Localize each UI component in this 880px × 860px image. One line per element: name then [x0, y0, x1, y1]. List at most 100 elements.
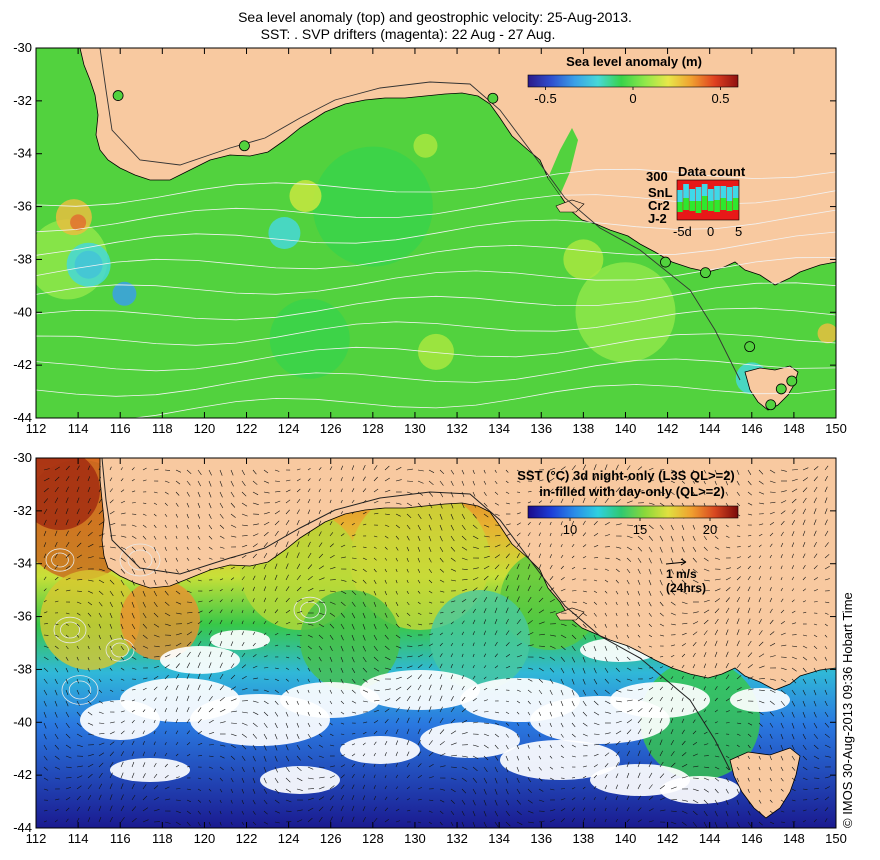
- velocity-vector: [417, 717, 421, 724]
- velocity-vector: [406, 623, 412, 627]
- velocity-vector: [538, 799, 545, 802]
- velocity-vector: [802, 600, 807, 603]
- velocity-vector: [87, 722, 94, 726]
- velocity-vector: [65, 508, 69, 515]
- velocity-vector: [758, 491, 765, 495]
- velocity-vector: [120, 557, 126, 562]
- velocity-vector: [153, 535, 157, 540]
- velocity-vector: [252, 642, 256, 647]
- velocity-vector: [395, 676, 402, 680]
- velocity-vector: [736, 810, 740, 817]
- velocity-vector: [263, 480, 270, 484]
- velocity-vector: [131, 656, 137, 660]
- x-tick-label: 144: [699, 421, 721, 436]
- velocity-vector: [197, 491, 201, 498]
- x-tick-label: 116: [110, 831, 131, 846]
- velocity-vector: [692, 753, 698, 757]
- velocity-vector: [186, 557, 190, 561]
- velocity-vector: [142, 720, 145, 724]
- y-tick-label: -38: [13, 251, 32, 266]
- velocity-vector: [571, 667, 575, 674]
- velocity-vector: [769, 655, 776, 658]
- velocity-vector: [769, 643, 776, 647]
- velocity-vector: [439, 642, 443, 647]
- velocity-vector: [670, 729, 674, 735]
- velocity-vector: [296, 700, 299, 705]
- velocity-vector: [538, 597, 544, 603]
- velocity-vector: [714, 578, 721, 581]
- velocity-vector: [769, 711, 775, 717]
- velocity-vector: [109, 761, 114, 768]
- velocity-vector: [208, 619, 213, 625]
- velocity-vector: [318, 553, 324, 559]
- x-tick-label: 118: [152, 421, 173, 436]
- velocity-vector: [670, 579, 675, 586]
- velocity-vector: [98, 689, 103, 694]
- velocity-vector: [769, 755, 772, 761]
- velocity-vector: [197, 535, 201, 540]
- velocity-vector: [406, 774, 410, 779]
- velocity-vector: [670, 707, 673, 713]
- velocity-vector: [274, 678, 279, 682]
- velocity-vector: [274, 491, 281, 493]
- velocity-vector: [538, 722, 541, 727]
- velocity-vector: [670, 623, 676, 626]
- velocity-vector: [813, 466, 819, 471]
- velocity-vector: [736, 491, 740, 496]
- velocity-vector: [65, 476, 70, 482]
- velocity-vector: [516, 469, 521, 473]
- velocity-vector: [758, 533, 763, 537]
- velocity-vector: [813, 797, 819, 801]
- velocity-vector: [120, 751, 124, 757]
- velocity-vector: [318, 755, 324, 758]
- velocity-vector: [76, 566, 83, 570]
- velocity-vector: [373, 601, 377, 607]
- velocity-vector: [142, 740, 145, 746]
- velocity-vector: [109, 634, 113, 640]
- velocity-vector: [582, 700, 587, 707]
- velocity-vector: [747, 788, 750, 793]
- velocity-vector: [241, 821, 245, 826]
- velocity-vector: [681, 622, 688, 625]
- velocity-vector: [483, 711, 489, 713]
- velocity-vector: [769, 810, 774, 814]
- velocity-vector: [483, 469, 486, 474]
- sst-colorbar-title-line2: in-filled with day-only (QL>=2): [539, 484, 725, 499]
- velocity-vector: [43, 667, 49, 672]
- velocity-vector: [736, 576, 741, 581]
- velocity-vector: [175, 469, 182, 473]
- velocity-vector: [340, 816, 344, 823]
- sst-colorbar-ramp: [527, 505, 739, 519]
- shelf-break-line-top: [99, 48, 741, 381]
- velocity-vector: [274, 563, 278, 570]
- x-tick-label: 132: [446, 831, 468, 846]
- velocity-vector: [362, 499, 367, 504]
- velocity-vector: [373, 678, 380, 682]
- velocity-vector: [472, 608, 476, 614]
- velocity-vector: [197, 513, 201, 519]
- velocity-vector: [549, 722, 552, 728]
- velocity-vector: [362, 795, 366, 801]
- velocity-vector: [615, 711, 623, 713]
- velocity-vector: [384, 524, 390, 527]
- velocity-vector: [109, 731, 115, 735]
- data-count-bar-saral: [726, 187, 733, 201]
- cloud-patch: [280, 682, 380, 718]
- velocity-vector: [351, 753, 356, 757]
- velocity-vector: [483, 535, 490, 538]
- velocity-vector: [87, 465, 91, 471]
- velocity-vector: [54, 476, 60, 482]
- velocity-vector: [175, 652, 181, 658]
- velocity-vector: [824, 542, 829, 548]
- velocity-vector: [824, 818, 828, 823]
- velocity-vector: [230, 733, 237, 737]
- velocity-vector: [483, 630, 486, 636]
- velocity-vector: [472, 480, 475, 486]
- velocity-vector: [186, 662, 191, 669]
- velocity-vector: [813, 678, 817, 684]
- tasmania-land-bottom: [729, 747, 801, 819]
- velocity-vector: [142, 677, 148, 680]
- figure-title-line1: Sea level anomaly (top) and geostrophic …: [238, 9, 632, 25]
- velocity-vector: [736, 629, 740, 636]
- velocity-vector: [186, 821, 191, 827]
